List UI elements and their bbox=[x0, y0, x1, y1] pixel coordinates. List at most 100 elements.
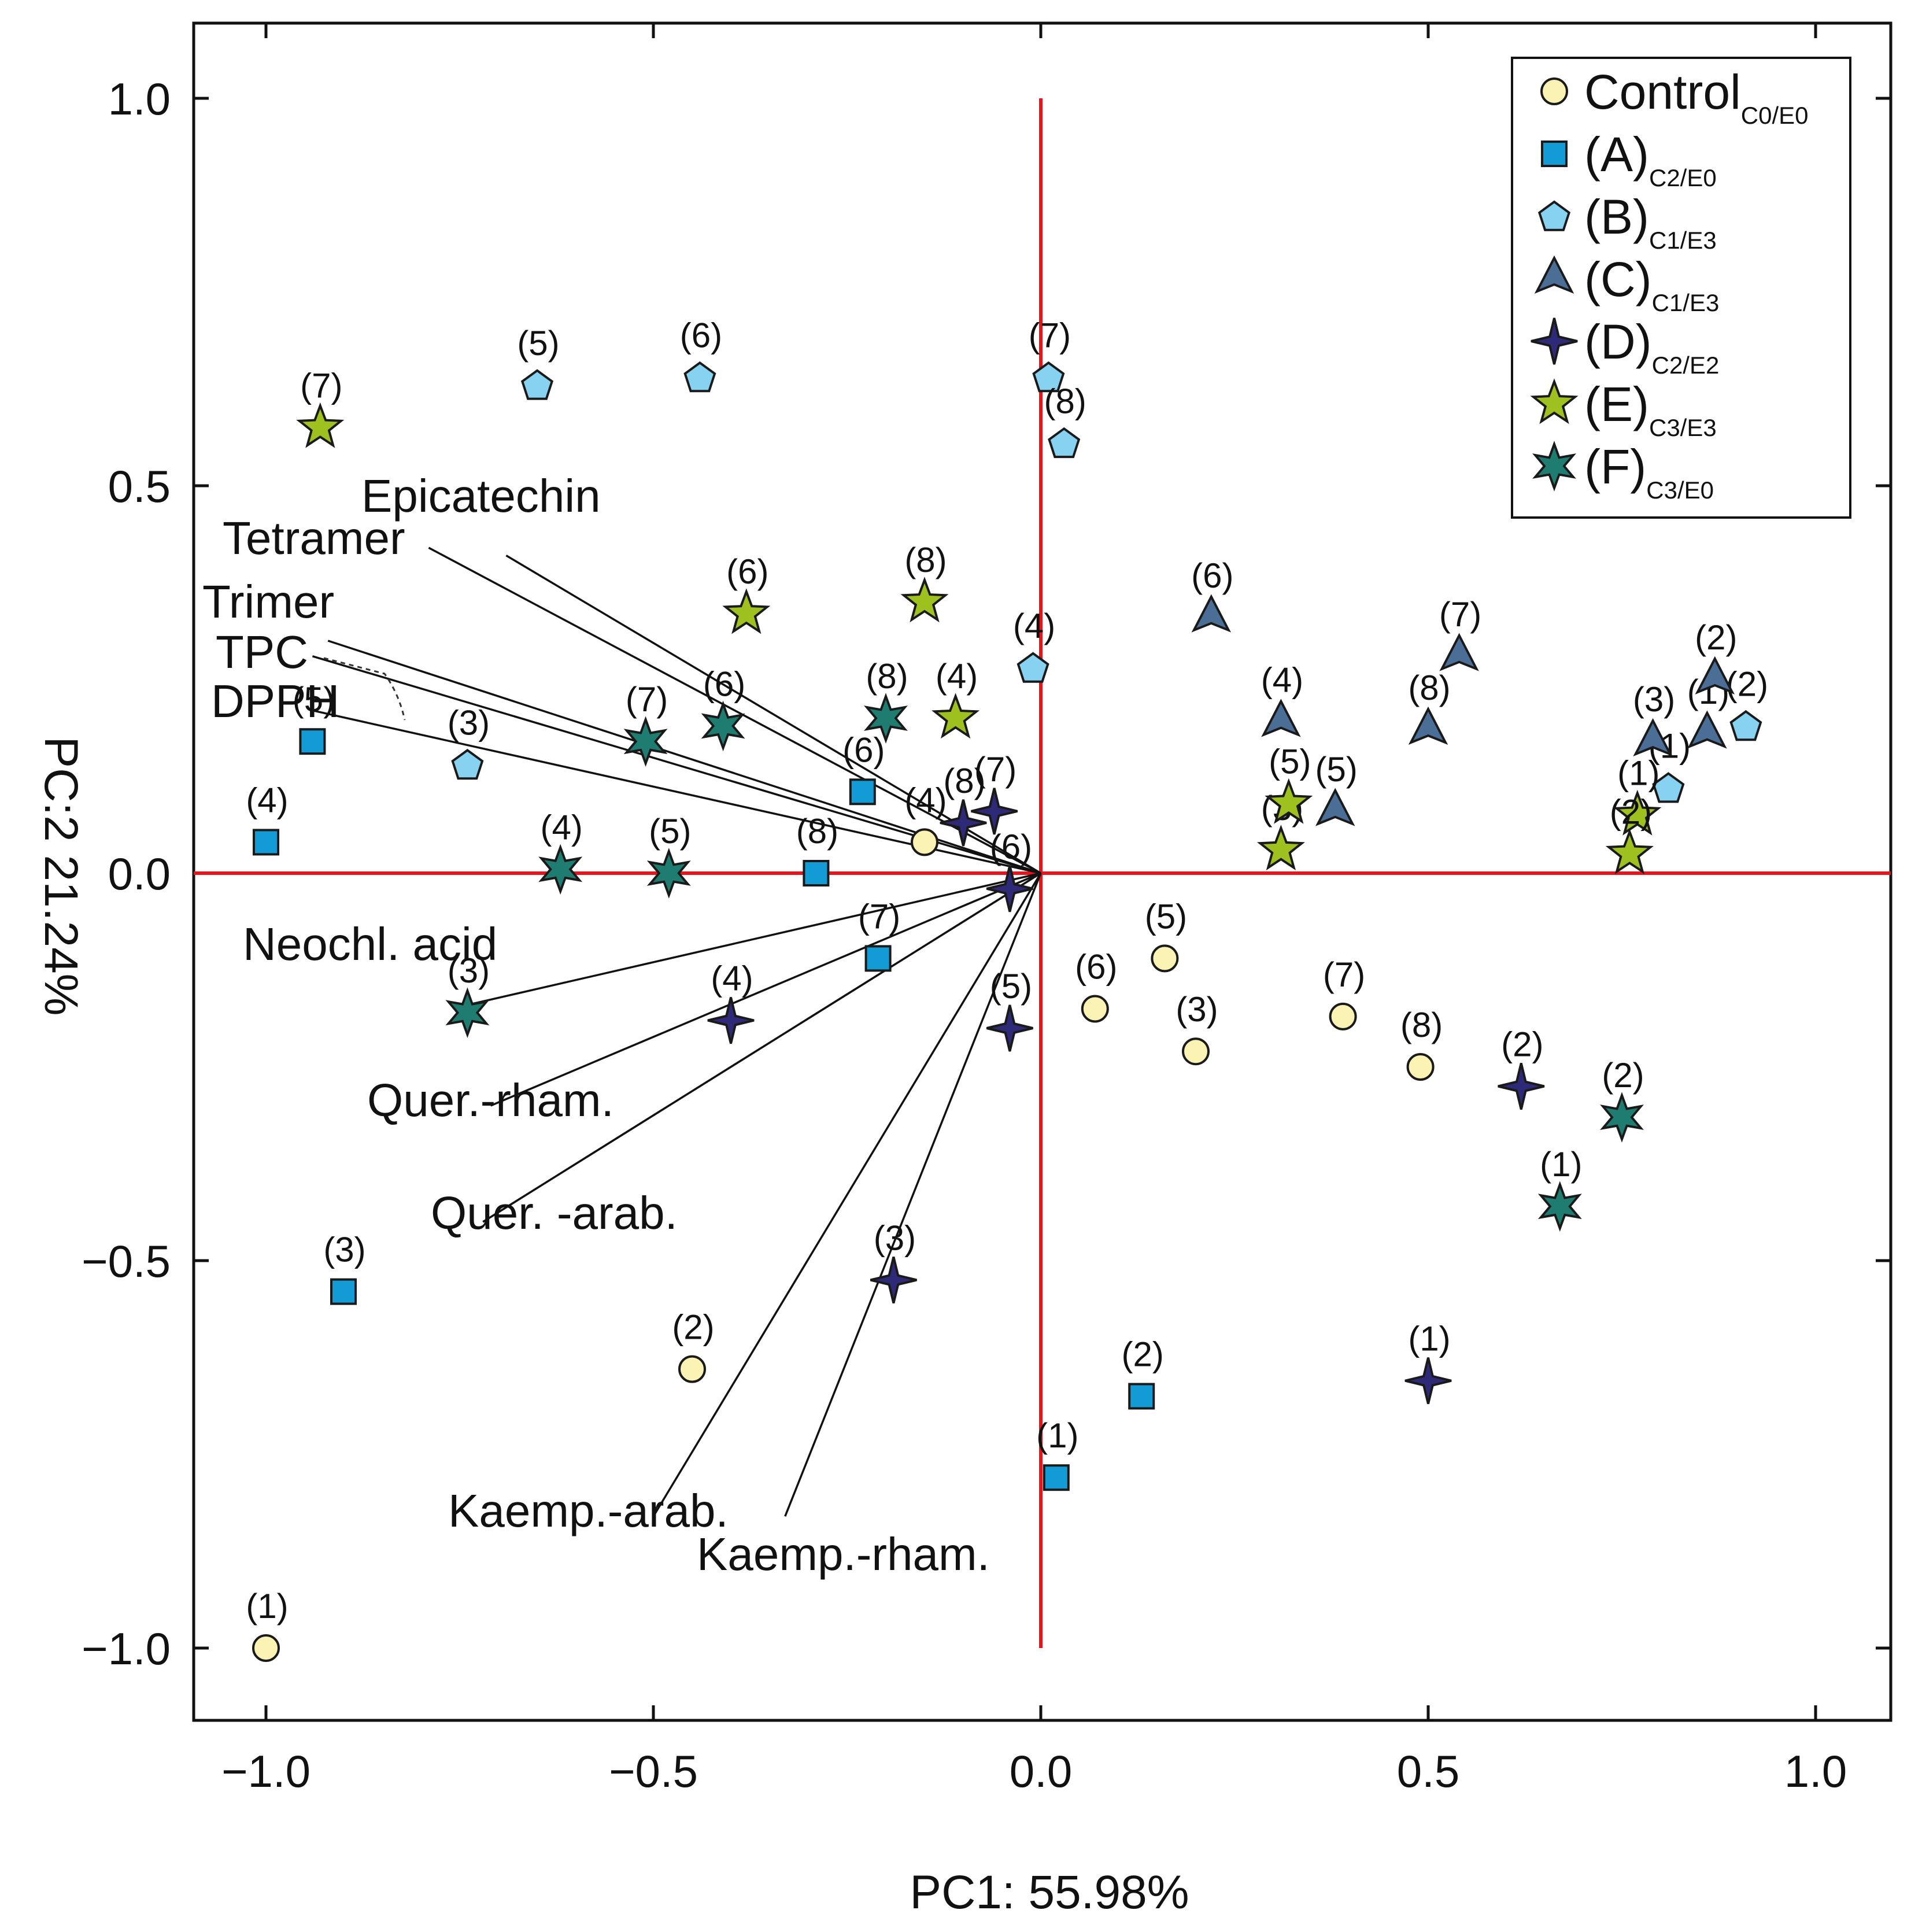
point-label: (5) bbox=[517, 324, 559, 363]
point-e-2 bbox=[1605, 828, 1654, 874]
loading-vector-quer-arab- bbox=[482, 872, 1041, 1223]
point-label: (7) bbox=[300, 367, 342, 405]
point-label: (3) bbox=[448, 951, 490, 990]
tpc-dotted-connector bbox=[323, 657, 406, 721]
point-d-2 bbox=[1498, 1063, 1545, 1110]
point-label: (2) bbox=[1726, 664, 1768, 703]
point-control-7 bbox=[1329, 1002, 1357, 1030]
legend-marker bbox=[1530, 378, 1579, 424]
point-label: (4) bbox=[541, 808, 583, 847]
loading-vector-neochl-acid bbox=[467, 872, 1041, 1006]
point-a-7 bbox=[864, 945, 892, 972]
loading-label: Neochl. acid bbox=[243, 918, 497, 970]
loading-vectors bbox=[312, 546, 1042, 1517]
point-label: (6) bbox=[726, 552, 768, 591]
point-f-3 bbox=[445, 987, 490, 1039]
y-tick-label: 1.0 bbox=[108, 73, 171, 124]
point-label: (7) bbox=[974, 750, 1017, 789]
x-axis-title: PC1: 55.98% bbox=[910, 1866, 1189, 1919]
loading-label: Trimer bbox=[202, 576, 334, 627]
point-f-2 bbox=[1600, 1092, 1644, 1143]
point-b-8 bbox=[1048, 427, 1081, 459]
point-label: (2) bbox=[1695, 618, 1737, 657]
point-d-7 bbox=[971, 788, 1018, 835]
point-d-1 bbox=[1404, 1357, 1452, 1405]
point-a-8 bbox=[803, 860, 830, 886]
point-f-5 bbox=[646, 848, 691, 899]
point-label: (2) bbox=[1602, 1056, 1644, 1095]
point-label: (3) bbox=[448, 703, 490, 742]
point-c-3 bbox=[1633, 718, 1673, 757]
point-f-8 bbox=[864, 693, 908, 744]
point-a-1 bbox=[1043, 1464, 1070, 1491]
point-label: (2) bbox=[1610, 793, 1652, 832]
y-tick-label: −1.0 bbox=[82, 1623, 171, 1674]
point-label: (8) bbox=[1044, 382, 1086, 420]
x-tick-label: 0.5 bbox=[1397, 1746, 1459, 1797]
legend: ControlC0/E0(A)C2/E0(B)C1/E3(C)C1/E3(D)C… bbox=[1511, 57, 1851, 519]
point-a-5 bbox=[299, 728, 326, 755]
point-control-5 bbox=[1151, 944, 1179, 973]
point-d-8 bbox=[940, 799, 987, 847]
point-label: (8) bbox=[1400, 1006, 1443, 1044]
point-e-3 bbox=[1256, 825, 1305, 871]
point-c-8 bbox=[1408, 706, 1448, 745]
point-f-6 bbox=[701, 700, 745, 752]
point-control-2 bbox=[678, 1355, 706, 1383]
x-tick-label: −1.0 bbox=[221, 1746, 311, 1797]
loading-vector-kaemp-rham- bbox=[784, 873, 1042, 1517]
legend-subscript: C2/E0 bbox=[1649, 164, 1717, 191]
legend-subscript: C3/E0 bbox=[1646, 476, 1714, 504]
loading-label: Quer. -arab. bbox=[431, 1187, 678, 1239]
legend-subscript: C1/E3 bbox=[1649, 227, 1717, 254]
point-label: (3) bbox=[1633, 680, 1675, 719]
point-control-1 bbox=[252, 1634, 280, 1662]
point-label: (7) bbox=[1029, 316, 1071, 354]
point-e-8 bbox=[900, 577, 949, 623]
point-e-4 bbox=[932, 693, 980, 739]
point-d-5 bbox=[986, 1004, 1033, 1052]
loading-label: DPPH bbox=[211, 675, 339, 727]
point-d-6 bbox=[986, 865, 1033, 913]
point-b-7 bbox=[1032, 361, 1065, 393]
y-axis-title: PC:2 21.24% bbox=[35, 736, 87, 1015]
loading-label: Tetramer bbox=[223, 512, 405, 564]
point-label: (7) bbox=[1323, 955, 1365, 994]
point-e-1 bbox=[1613, 789, 1662, 836]
point-label: (2) bbox=[672, 1308, 714, 1347]
point-label: (8) bbox=[866, 657, 908, 696]
point-label: (5) bbox=[1315, 750, 1358, 789]
point-b-6 bbox=[683, 361, 716, 393]
point-a-4 bbox=[253, 829, 279, 856]
point-b-2 bbox=[1729, 710, 1762, 741]
point-c-7 bbox=[1439, 633, 1479, 671]
point-b-3 bbox=[451, 748, 484, 780]
point-label: (6) bbox=[703, 664, 745, 703]
point-label: (8) bbox=[904, 541, 947, 579]
point-label: (4) bbox=[1261, 661, 1303, 700]
point-c-1 bbox=[1687, 710, 1727, 749]
point-label: (1) bbox=[1617, 754, 1659, 793]
point-control-3 bbox=[1182, 1037, 1210, 1066]
point-label: (5) bbox=[990, 967, 1032, 1006]
loading-label: Epicatechin bbox=[361, 470, 601, 522]
point-a-2 bbox=[1128, 1383, 1155, 1410]
point-label: (5) bbox=[649, 812, 691, 851]
legend-subscript: C1/E3 bbox=[1652, 289, 1720, 316]
point-c-5 bbox=[1315, 788, 1355, 826]
point-label: (4) bbox=[711, 959, 753, 998]
point-label: (8) bbox=[796, 812, 838, 851]
point-f-4 bbox=[538, 844, 583, 895]
loading-label: TPC bbox=[216, 626, 308, 678]
point-label: (1) bbox=[1036, 1416, 1078, 1455]
point-label: (6) bbox=[842, 730, 885, 769]
point-label: (4) bbox=[936, 657, 978, 696]
point-b-1 bbox=[1652, 772, 1685, 803]
loading-vector-quer-rham- bbox=[490, 872, 1041, 1107]
point-label: (6) bbox=[1075, 948, 1117, 987]
x-tick-label: 0.0 bbox=[1010, 1746, 1072, 1797]
axis-ticks: −1.0 −0.5 0.0 0.5 1.0 −1.0 −0.5 0.0 0.5 1.0 bbox=[82, 23, 1891, 1797]
point-label: (7) bbox=[1439, 595, 1481, 634]
point-label: (5) bbox=[293, 680, 335, 719]
